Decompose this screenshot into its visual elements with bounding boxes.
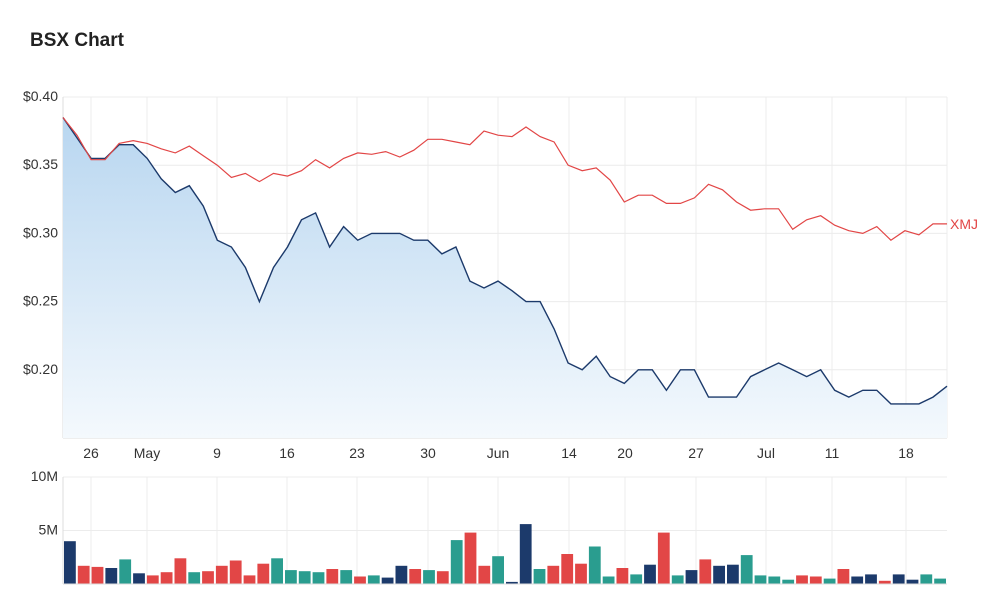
volume-bar	[657, 532, 670, 584]
x-tick-label: Jul	[757, 445, 775, 461]
volume-bar	[865, 574, 877, 584]
volume-bar	[436, 571, 449, 584]
volume-bar	[423, 570, 435, 584]
volume-bar	[644, 564, 656, 584]
bsx-price-line	[62, 117, 948, 405]
volume-bar	[823, 578, 836, 584]
volume-bar	[188, 572, 201, 584]
volume-bar	[934, 578, 946, 584]
volume-bar	[837, 569, 850, 584]
xmj-series-label: XMJ	[950, 216, 978, 232]
volume-bar	[257, 563, 270, 584]
volume-y-tick-label: 5M	[39, 522, 58, 538]
volume-bar	[91, 566, 104, 584]
x-tick-label: 14	[561, 445, 577, 461]
volume-bar	[588, 546, 601, 584]
volume-bar	[533, 569, 546, 584]
volume-bar	[782, 579, 795, 584]
x-tick-label: 30	[420, 445, 436, 461]
volume-y-tick-label: 10M	[31, 468, 58, 484]
volume-bar	[616, 568, 629, 584]
volume-bar	[229, 560, 242, 584]
chart-title: BSX Chart	[30, 30, 124, 51]
volume-bar	[367, 575, 380, 584]
y-tick-label: $0.40	[23, 88, 58, 104]
volume-bar	[754, 575, 767, 584]
volume-bar	[727, 564, 739, 584]
volume-bar	[298, 571, 311, 584]
volume-bar	[464, 532, 477, 584]
volume-bar	[478, 565, 491, 584]
volume-bar	[561, 554, 574, 584]
volume-bar	[202, 571, 214, 584]
xmj-line	[62, 117, 947, 241]
volume-bar	[796, 575, 808, 584]
volume-bar	[575, 563, 587, 584]
x-tick-label: 18	[898, 445, 914, 461]
volume-bar	[740, 555, 753, 584]
volume-bar	[243, 575, 256, 584]
volume-bar	[713, 565, 725, 584]
volume-bar	[630, 574, 643, 584]
volume-bar	[395, 565, 408, 584]
volume-bar	[146, 575, 159, 584]
volume-bar	[492, 556, 504, 584]
volume-bar	[851, 576, 864, 584]
volume-bar	[271, 558, 283, 584]
volume-bar	[354, 576, 366, 584]
volume-bar	[809, 576, 822, 584]
volume-bar	[519, 524, 532, 584]
x-tick-label: 16	[279, 445, 295, 461]
volume-bar	[160, 572, 173, 584]
volume-bar	[340, 570, 353, 584]
volume-bar	[312, 572, 325, 584]
volume-bar	[326, 569, 339, 584]
volume-bar	[133, 573, 145, 584]
x-tick-label: 9	[213, 445, 221, 461]
volume-bar	[892, 574, 905, 584]
volume-bar	[768, 576, 781, 584]
volume-bar	[602, 576, 615, 584]
x-tick-label: 23	[349, 445, 365, 461]
y-tick-label: $0.25	[23, 293, 58, 309]
y-tick-label: $0.20	[23, 361, 58, 377]
volume-bar	[671, 575, 684, 584]
volume-bar	[699, 559, 712, 584]
volume-bar	[685, 570, 698, 584]
volume-bar	[285, 570, 297, 584]
volume-bar	[215, 565, 228, 584]
x-tick-label: May	[134, 445, 160, 461]
volume-bar	[450, 540, 463, 584]
volume-bar	[878, 580, 891, 584]
volume-bar	[906, 579, 919, 584]
x-tick-label: 11	[825, 445, 840, 461]
volume-bar	[174, 558, 187, 584]
y-tick-label: $0.35	[23, 156, 58, 172]
volume-bar	[119, 559, 132, 584]
volume-bar	[381, 577, 394, 584]
volume-bar	[920, 574, 933, 584]
x-tick-label: 26	[83, 445, 99, 461]
volume-bar	[547, 565, 560, 584]
bsx-area-fill	[63, 117, 947, 438]
x-tick-label: Jun	[487, 445, 510, 461]
volume-bar	[105, 568, 118, 584]
volume-bar	[409, 569, 422, 584]
volume-bar	[77, 565, 90, 584]
volume-bar	[64, 541, 76, 584]
x-tick-label: 27	[688, 445, 704, 461]
x-tick-label: 20	[617, 445, 633, 461]
y-tick-label: $0.30	[23, 224, 58, 240]
volume-bar	[506, 581, 518, 584]
